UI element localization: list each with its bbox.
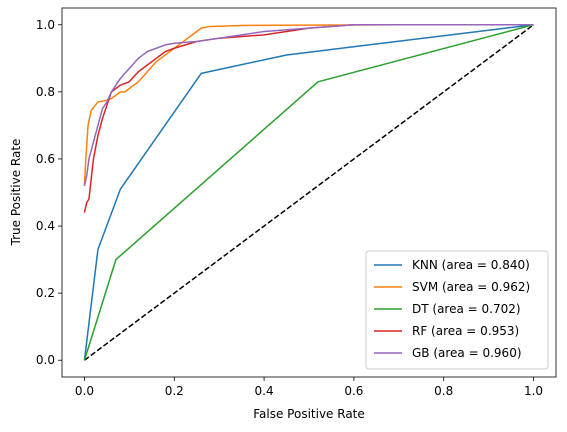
- y-tick-label: 0.0: [36, 353, 55, 367]
- x-tick-label: 1.0: [524, 384, 543, 398]
- x-tick-label: 0.0: [75, 384, 94, 398]
- legend-entry-label: SVM (area = 0.962): [412, 280, 530, 294]
- x-tick-label: 0.4: [255, 384, 274, 398]
- series-line-svm: [83, 24, 534, 186]
- y-tick-label: 0.6: [36, 152, 55, 166]
- legend-entry-label: GB (area = 0.960): [412, 346, 522, 360]
- y-tick-label: 0.8: [36, 85, 55, 99]
- y-tick-label: 0.4: [36, 219, 55, 233]
- x-tick-label: 0.2: [165, 384, 184, 398]
- legend-entry-label: RF (area = 0.953): [412, 324, 519, 338]
- series-line-rf: [83, 24, 534, 213]
- y-tick-label: 1.0: [36, 18, 55, 32]
- plot-frame: [61, 7, 557, 378]
- chance-diagonal-line: [84, 24, 534, 361]
- series-line-knn: [83, 24, 534, 361]
- axes: 0.0 0.2 0.4 0.6 0.8 1.0 0.0 0.2 0.4 0.6 0.8 1.0: [36, 7, 557, 398]
- series-line-gb: [83, 24, 534, 186]
- legend-entry-label: KNN (area = 0.840): [412, 258, 530, 272]
- legend-box: [365, 250, 549, 370]
- legend: KNN (area = 0.840) SVM (area = 0.962) DT (…: [365, 250, 549, 370]
- plot-area: [83, 24, 534, 361]
- legend-entry-label: DT (area = 0.702): [412, 302, 521, 316]
- series-line-dt: [83, 24, 534, 361]
- x-tick-label: 0.6: [344, 384, 363, 398]
- y-tick-label: 0.2: [36, 286, 55, 300]
- x-tick-label: 0.8: [434, 384, 453, 398]
- x-axis-label: False Positive Rate: [253, 407, 365, 421]
- y-axis-label: True Positive Rate: [9, 139, 23, 247]
